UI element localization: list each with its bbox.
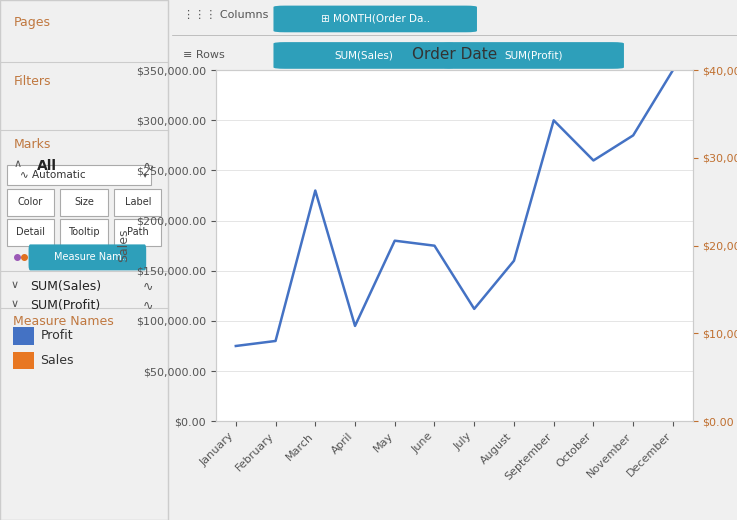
Text: ≡ Rows: ≡ Rows: [183, 50, 225, 60]
Text: ⊞ MONTH(Order Da..: ⊞ MONTH(Order Da..: [321, 14, 430, 24]
Text: ⋮⋮⋮ Columns: ⋮⋮⋮ Columns: [183, 10, 268, 20]
Text: Detail: Detail: [15, 227, 45, 238]
Text: ∿ Automatic: ∿ Automatic: [20, 170, 85, 180]
Text: Pages: Pages: [13, 16, 50, 29]
Text: ∨: ∨: [10, 299, 18, 309]
Title: Order Date: Order Date: [412, 47, 497, 62]
Y-axis label: Sales: Sales: [117, 229, 130, 263]
Bar: [7, 165, 151, 185]
Text: Measure Nam..: Measure Nam..: [54, 252, 128, 263]
Text: ▾: ▾: [143, 170, 147, 179]
Text: ∧: ∧: [13, 159, 21, 168]
Text: Tooltip: Tooltip: [69, 227, 99, 238]
Bar: [7, 219, 54, 246]
FancyBboxPatch shape: [443, 42, 624, 69]
FancyBboxPatch shape: [273, 42, 454, 69]
Text: Color: Color: [18, 197, 43, 207]
Text: Filters: Filters: [13, 75, 51, 88]
Text: Path: Path: [127, 227, 149, 238]
Bar: [13, 327, 34, 345]
Text: Sales: Sales: [41, 354, 74, 367]
FancyBboxPatch shape: [273, 6, 477, 32]
Text: All: All: [37, 159, 57, 173]
Text: ∿: ∿: [143, 160, 155, 174]
Bar: [13, 352, 34, 369]
Text: Measure Names: Measure Names: [13, 315, 114, 328]
Bar: [7, 189, 54, 216]
Text: Size: Size: [74, 197, 94, 207]
Text: Profit: Profit: [41, 330, 73, 343]
Text: SUM(Sales): SUM(Sales): [335, 50, 394, 60]
Bar: [114, 189, 161, 216]
Text: ∿: ∿: [143, 300, 153, 313]
Bar: [114, 219, 161, 246]
Text: SUM(Sales): SUM(Sales): [30, 280, 102, 293]
Text: Label: Label: [125, 197, 151, 207]
Text: Marks: Marks: [13, 138, 51, 151]
FancyBboxPatch shape: [29, 244, 146, 270]
Text: SUM(Profit): SUM(Profit): [30, 299, 100, 312]
Bar: [60, 189, 108, 216]
Bar: [60, 219, 108, 246]
Text: ∨: ∨: [10, 280, 18, 290]
Text: SUM(Profit): SUM(Profit): [504, 50, 563, 60]
Text: ∿: ∿: [143, 281, 153, 294]
